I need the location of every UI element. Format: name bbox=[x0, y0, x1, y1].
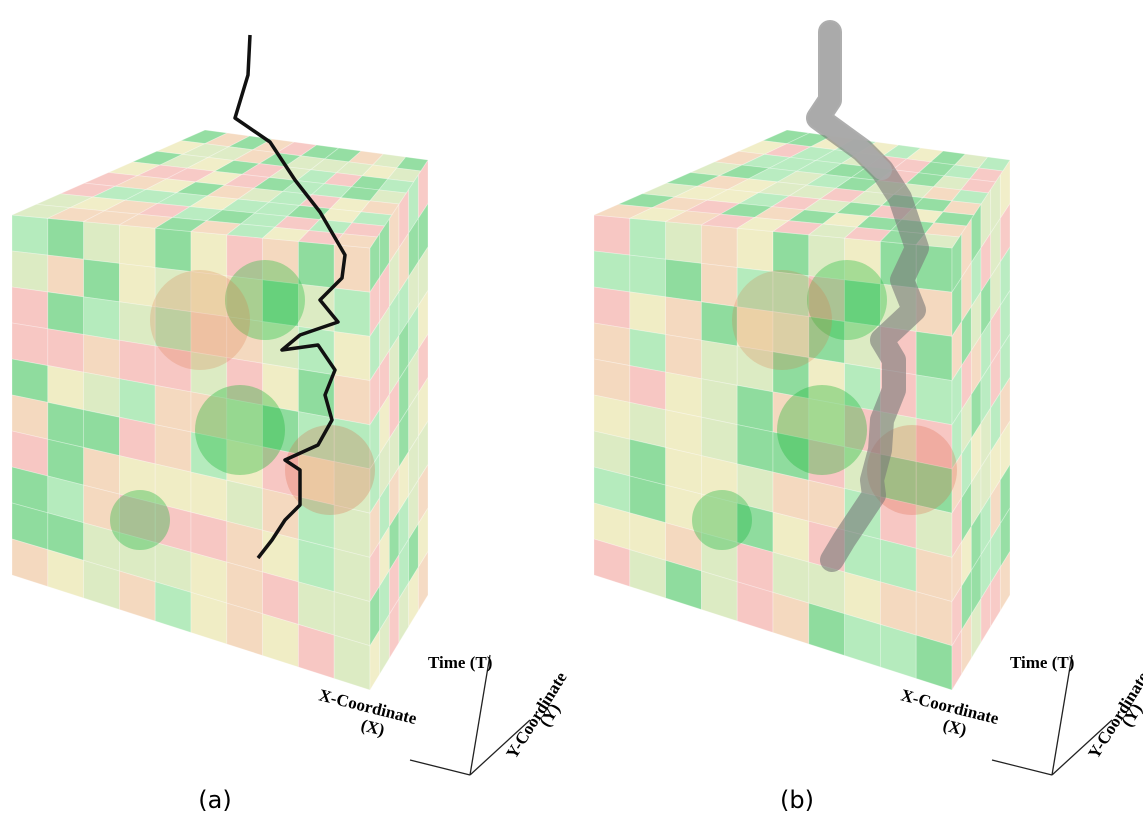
face-shade bbox=[370, 160, 428, 690]
depth-blob bbox=[195, 385, 285, 475]
panel: Time (T)X-Coordinate(X)Y-Coordinate(Y)(a… bbox=[12, 35, 571, 814]
axis-arrow bbox=[1052, 655, 1072, 775]
figure: Time (T)X-Coordinate(X)Y-Coordinate(Y)(a… bbox=[0, 0, 1143, 819]
depth-blob bbox=[150, 270, 250, 370]
panel: Time (T)X-Coordinate(X)Y-Coordinate(Y)(b… bbox=[594, 32, 1143, 814]
panel-label: (a) bbox=[198, 786, 231, 814]
depth-blob bbox=[777, 385, 867, 475]
axis-arrow bbox=[992, 760, 1052, 775]
page: {"panels": [ {"label": "(a)", "time_labe… bbox=[0, 0, 1143, 819]
depth-blob bbox=[732, 270, 832, 370]
axis-arrow bbox=[470, 655, 490, 775]
time-axis-label: Time (T) bbox=[1010, 653, 1074, 672]
time-axis-label: Time (T) bbox=[428, 653, 492, 672]
depth-blob bbox=[692, 490, 752, 550]
depth-blob bbox=[110, 490, 170, 550]
axis-arrow bbox=[410, 760, 470, 775]
face-shade bbox=[952, 160, 1010, 690]
panel-label: (b) bbox=[780, 786, 814, 814]
